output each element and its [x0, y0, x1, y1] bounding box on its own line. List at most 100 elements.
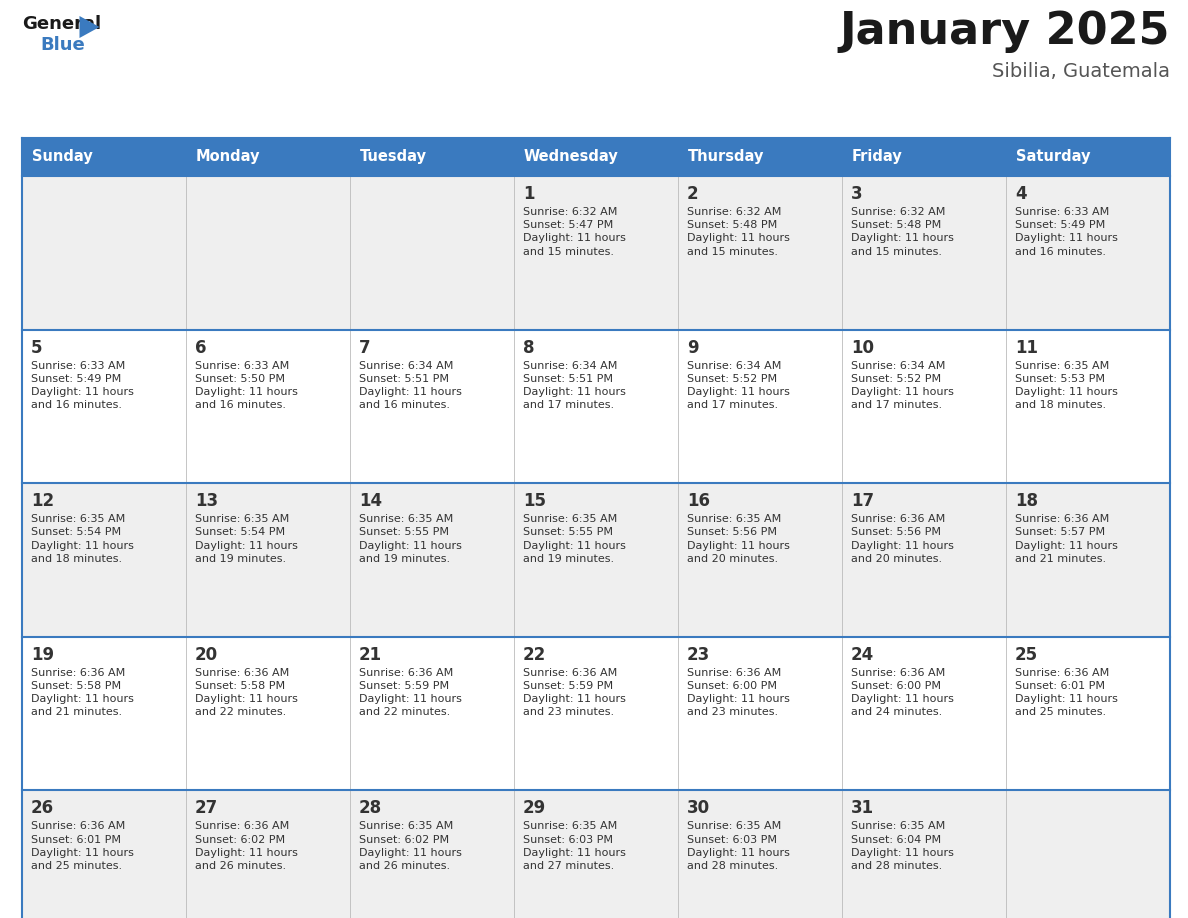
Bar [23, 330, 187, 483]
Polygon shape [80, 16, 100, 38]
Text: Sunrise: 6:34 AM
Sunset: 5:51 PM
Daylight: 11 hours
and 16 minutes.: Sunrise: 6:34 AM Sunset: 5:51 PM Dayligh… [359, 361, 462, 410]
Text: 31: 31 [851, 800, 874, 817]
Text: Sunrise: 6:36 AM
Sunset: 5:56 PM
Daylight: 11 hours
and 20 minutes.: Sunrise: 6:36 AM Sunset: 5:56 PM Dayligh… [851, 514, 954, 564]
Text: 12: 12 [31, 492, 55, 510]
Text: Sunrise: 6:36 AM
Sunset: 6:01 PM
Daylight: 11 hours
and 25 minutes.: Sunrise: 6:36 AM Sunset: 6:01 PM Dayligh… [31, 822, 134, 871]
Text: Monday: Monday [196, 150, 260, 164]
Text: 10: 10 [851, 339, 874, 356]
Text: Sunrise: 6:36 AM
Sunset: 5:58 PM
Daylight: 11 hours
and 21 minutes.: Sunrise: 6:36 AM Sunset: 5:58 PM Dayligh… [31, 667, 134, 717]
Text: 8: 8 [523, 339, 535, 356]
Bar [350, 330, 514, 483]
Text: 18: 18 [1015, 492, 1038, 510]
Text: Sunrise: 6:36 AM
Sunset: 5:59 PM
Daylight: 11 hours
and 23 minutes.: Sunrise: 6:36 AM Sunset: 5:59 PM Dayligh… [523, 667, 626, 717]
Bar [187, 637, 350, 790]
Bar [350, 790, 514, 918]
Bar [678, 637, 842, 790]
Bar [678, 176, 842, 330]
Text: 25: 25 [1015, 645, 1038, 664]
Bar [1006, 330, 1170, 483]
Text: 20: 20 [195, 645, 219, 664]
Bar [23, 176, 187, 330]
Text: 16: 16 [687, 492, 710, 510]
Bar [514, 176, 678, 330]
Text: Sunrise: 6:36 AM
Sunset: 6:00 PM
Daylight: 11 hours
and 24 minutes.: Sunrise: 6:36 AM Sunset: 6:00 PM Dayligh… [851, 667, 954, 717]
Text: Sunrise: 6:35 AM
Sunset: 5:54 PM
Daylight: 11 hours
and 19 minutes.: Sunrise: 6:35 AM Sunset: 5:54 PM Dayligh… [195, 514, 298, 564]
Text: 28: 28 [359, 800, 383, 817]
Text: Sunrise: 6:36 AM
Sunset: 5:58 PM
Daylight: 11 hours
and 22 minutes.: Sunrise: 6:36 AM Sunset: 5:58 PM Dayligh… [195, 667, 298, 717]
Bar [678, 330, 842, 483]
Bar [23, 790, 187, 918]
Text: 9: 9 [687, 339, 699, 356]
Bar [350, 176, 514, 330]
Text: Sunrise: 6:33 AM
Sunset: 5:49 PM
Daylight: 11 hours
and 16 minutes.: Sunrise: 6:33 AM Sunset: 5:49 PM Dayligh… [31, 361, 134, 410]
Text: Sibilia, Guatemala: Sibilia, Guatemala [992, 62, 1170, 81]
Text: Sunrise: 6:35 AM
Sunset: 6:03 PM
Daylight: 11 hours
and 27 minutes.: Sunrise: 6:35 AM Sunset: 6:03 PM Dayligh… [523, 822, 626, 871]
Text: 21: 21 [359, 645, 383, 664]
Text: Sunrise: 6:32 AM
Sunset: 5:48 PM
Daylight: 11 hours
and 15 minutes.: Sunrise: 6:32 AM Sunset: 5:48 PM Dayligh… [851, 207, 954, 257]
Bar [678, 138, 842, 176]
Text: Sunrise: 6:35 AM
Sunset: 5:56 PM
Daylight: 11 hours
and 20 minutes.: Sunrise: 6:35 AM Sunset: 5:56 PM Dayligh… [687, 514, 790, 564]
Text: Sunrise: 6:36 AM
Sunset: 6:02 PM
Daylight: 11 hours
and 26 minutes.: Sunrise: 6:36 AM Sunset: 6:02 PM Dayligh… [195, 822, 298, 871]
Bar [842, 176, 1006, 330]
Bar [23, 138, 187, 176]
Text: 3: 3 [851, 185, 862, 203]
Text: Sunrise: 6:32 AM
Sunset: 5:48 PM
Daylight: 11 hours
and 15 minutes.: Sunrise: 6:32 AM Sunset: 5:48 PM Dayligh… [687, 207, 790, 257]
Bar [842, 138, 1006, 176]
Text: Blue: Blue [40, 36, 84, 54]
Text: Sunday: Sunday [32, 150, 93, 164]
Text: Sunrise: 6:34 AM
Sunset: 5:51 PM
Daylight: 11 hours
and 17 minutes.: Sunrise: 6:34 AM Sunset: 5:51 PM Dayligh… [523, 361, 626, 410]
Text: 7: 7 [359, 339, 371, 356]
Text: 14: 14 [359, 492, 383, 510]
Bar [23, 483, 187, 637]
Bar [842, 483, 1006, 637]
Text: 1: 1 [523, 185, 535, 203]
Bar [350, 138, 514, 176]
Text: Sunrise: 6:35 AM
Sunset: 5:55 PM
Daylight: 11 hours
and 19 minutes.: Sunrise: 6:35 AM Sunset: 5:55 PM Dayligh… [359, 514, 462, 564]
Text: Saturday: Saturday [1016, 150, 1091, 164]
Text: Sunrise: 6:36 AM
Sunset: 5:57 PM
Daylight: 11 hours
and 21 minutes.: Sunrise: 6:36 AM Sunset: 5:57 PM Dayligh… [1015, 514, 1118, 564]
Bar [678, 790, 842, 918]
Text: 2: 2 [687, 185, 699, 203]
Text: Sunrise: 6:33 AM
Sunset: 5:50 PM
Daylight: 11 hours
and 16 minutes.: Sunrise: 6:33 AM Sunset: 5:50 PM Dayligh… [195, 361, 298, 410]
Text: 24: 24 [851, 645, 874, 664]
Bar [514, 330, 678, 483]
Text: Sunrise: 6:36 AM
Sunset: 6:00 PM
Daylight: 11 hours
and 23 minutes.: Sunrise: 6:36 AM Sunset: 6:00 PM Dayligh… [687, 667, 790, 717]
Text: January 2025: January 2025 [840, 10, 1170, 53]
Text: 17: 17 [851, 492, 874, 510]
Bar [514, 790, 678, 918]
Text: 5: 5 [31, 339, 43, 356]
Bar [187, 330, 350, 483]
Text: 4: 4 [1015, 185, 1026, 203]
Bar [187, 483, 350, 637]
Bar [1006, 138, 1170, 176]
Bar [350, 483, 514, 637]
Text: Sunrise: 6:36 AM
Sunset: 5:59 PM
Daylight: 11 hours
and 22 minutes.: Sunrise: 6:36 AM Sunset: 5:59 PM Dayligh… [359, 667, 462, 717]
Bar [23, 637, 187, 790]
Text: Sunrise: 6:35 AM
Sunset: 6:03 PM
Daylight: 11 hours
and 28 minutes.: Sunrise: 6:35 AM Sunset: 6:03 PM Dayligh… [687, 822, 790, 871]
Text: Tuesday: Tuesday [360, 150, 426, 164]
Text: 11: 11 [1015, 339, 1038, 356]
Bar [1006, 176, 1170, 330]
Text: 29: 29 [523, 800, 546, 817]
Bar [842, 790, 1006, 918]
Text: Sunrise: 6:34 AM
Sunset: 5:52 PM
Daylight: 11 hours
and 17 minutes.: Sunrise: 6:34 AM Sunset: 5:52 PM Dayligh… [687, 361, 790, 410]
Text: Sunrise: 6:32 AM
Sunset: 5:47 PM
Daylight: 11 hours
and 15 minutes.: Sunrise: 6:32 AM Sunset: 5:47 PM Dayligh… [523, 207, 626, 257]
Bar [514, 483, 678, 637]
Bar [187, 790, 350, 918]
Bar [1006, 637, 1170, 790]
Text: 26: 26 [31, 800, 55, 817]
Bar [1006, 483, 1170, 637]
Bar [350, 637, 514, 790]
Text: Sunrise: 6:36 AM
Sunset: 6:01 PM
Daylight: 11 hours
and 25 minutes.: Sunrise: 6:36 AM Sunset: 6:01 PM Dayligh… [1015, 667, 1118, 717]
Text: Sunrise: 6:35 AM
Sunset: 6:04 PM
Daylight: 11 hours
and 28 minutes.: Sunrise: 6:35 AM Sunset: 6:04 PM Dayligh… [851, 822, 954, 871]
Text: Sunrise: 6:35 AM
Sunset: 5:53 PM
Daylight: 11 hours
and 18 minutes.: Sunrise: 6:35 AM Sunset: 5:53 PM Dayligh… [1015, 361, 1118, 410]
Text: Sunrise: 6:34 AM
Sunset: 5:52 PM
Daylight: 11 hours
and 17 minutes.: Sunrise: 6:34 AM Sunset: 5:52 PM Dayligh… [851, 361, 954, 410]
Text: 13: 13 [195, 492, 219, 510]
Text: Sunrise: 6:35 AM
Sunset: 5:55 PM
Daylight: 11 hours
and 19 minutes.: Sunrise: 6:35 AM Sunset: 5:55 PM Dayligh… [523, 514, 626, 564]
Text: Sunrise: 6:35 AM
Sunset: 6:02 PM
Daylight: 11 hours
and 26 minutes.: Sunrise: 6:35 AM Sunset: 6:02 PM Dayligh… [359, 822, 462, 871]
Text: 6: 6 [195, 339, 207, 356]
Text: General: General [23, 15, 101, 33]
Bar [842, 637, 1006, 790]
Text: 15: 15 [523, 492, 546, 510]
Bar [514, 138, 678, 176]
